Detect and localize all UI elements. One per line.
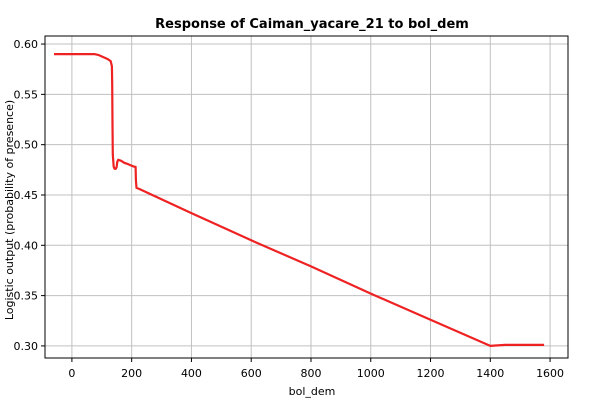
plot-area [44,35,569,359]
x-tick-label: 600 [241,367,262,380]
y-tick-label: 0.55 [14,88,39,101]
grid [45,36,568,358]
x-tick-label: 1600 [536,367,564,380]
response-curve [54,52,545,347]
y-tick-label: 0.30 [14,340,39,353]
y-tick-label: 0.40 [14,239,39,252]
x-tick-label: 1400 [476,367,504,380]
axis-ticks: 0 200 400 600 800 1000 1200 1400 1600 0.30 0.35 0.4… [14,38,565,380]
x-tick-label: 1000 [357,367,385,380]
x-tick-label: 1200 [417,367,445,380]
chart-title: Response of Caiman_yacare_21 to bol_dem [155,17,469,32]
y-tick-label: 0.60 [14,38,39,51]
series-layer [54,52,545,347]
y-tick-label: 0.35 [14,290,39,303]
y-tick-label: 0.45 [14,189,39,202]
y-tick-label: 0.50 [14,139,39,152]
x-axis-title: bol_dem [289,385,336,398]
y-axis-title: Logistic output (probability of presence… [3,100,16,320]
x-tick-label: 0 [68,367,75,380]
x-tick-label: 400 [181,367,202,380]
x-tick-label: 200 [121,367,142,380]
x-tick-label: 800 [300,367,321,380]
